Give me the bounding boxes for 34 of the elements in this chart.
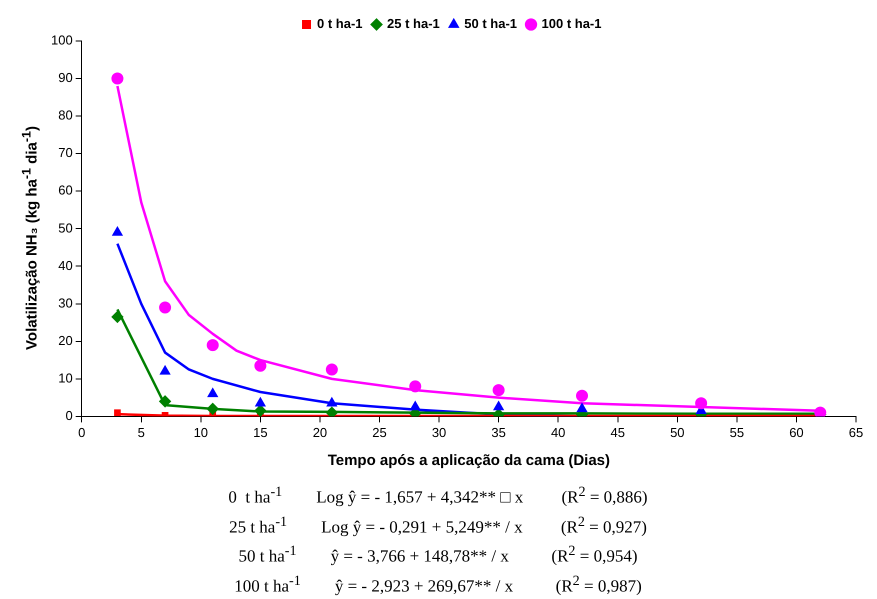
legend-label: 50 t ha-1	[464, 16, 518, 32]
y-tick-label: 80	[58, 108, 73, 123]
x-tick-label: 35	[491, 424, 506, 440]
x-tick-label: 25	[372, 424, 387, 440]
x-tick-label: 20	[312, 424, 328, 440]
x-tick-label: 5	[138, 424, 145, 440]
y-tick-label: 50	[58, 220, 73, 236]
x-tick-label: 40	[550, 424, 566, 440]
y-tick-label: 30	[58, 295, 73, 310]
x-tick-label: 0	[78, 424, 86, 440]
legend-label: 100 t ha-1	[542, 16, 602, 32]
legend-label: 0 t ha-1	[317, 16, 363, 32]
y-tick-label: 70	[58, 145, 73, 160]
text: 100 t ha$^{-1}$ ŷ = - 2,923 + 269,67** / x (R$^{2}$ = 0,987)	[234, 572, 642, 596]
x-axis-title: Tempo após a aplicação da cama (Dias)	[328, 452, 610, 470]
x-tick-label: 30	[432, 424, 446, 440]
x-tick-label: 55	[730, 424, 744, 440]
x-tick-label: 10	[194, 424, 208, 440]
y-tick-label: 60	[58, 182, 73, 198]
x-tick-label: 50	[670, 424, 685, 440]
x-tick-label: 60	[789, 424, 804, 440]
text: 0 t ha$^{-1}$ Log ŷ = - 1,657 + 4,342** □ x (R$^{2}$ = 0,886)	[228, 484, 648, 507]
legend-label: 25 t ha-1	[387, 16, 440, 32]
y-tick-label: 10	[58, 370, 73, 386]
y-tick-label: 100	[50, 32, 73, 48]
y-tick-label: 20	[58, 332, 73, 348]
y-tick-label: 40	[58, 258, 73, 273]
y-tick-label: 90	[58, 70, 73, 86]
x-tick-label: 15	[253, 424, 268, 440]
y-tick-label: 0	[65, 408, 73, 423]
text: 25 t ha$^{-1}$ Log ŷ = - 0,291 + 5,249** / x (R$^{2}$ = 0,927)	[229, 514, 647, 536]
x-tick-label: 45	[610, 424, 625, 440]
x-tick-label: 65	[848, 424, 864, 440]
text: 50 t ha$^{-1}$ ŷ = - 3,766 + 148,78** / x (R$^{2}$ = 0,954)	[238, 543, 638, 566]
